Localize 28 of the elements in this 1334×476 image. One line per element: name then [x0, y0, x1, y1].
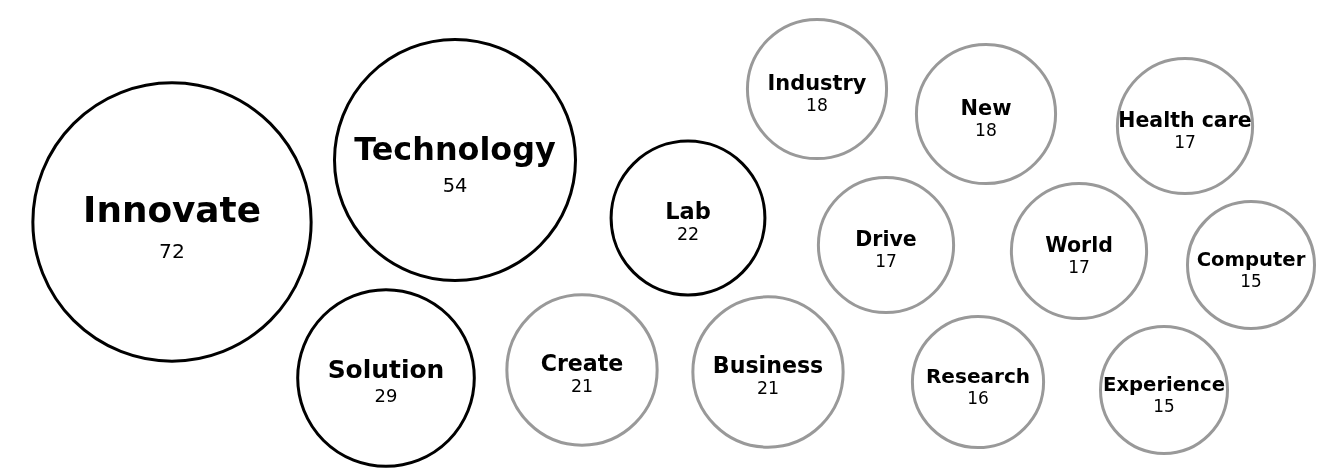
- category-label: Innovate: [83, 189, 261, 231]
- category-label: Create: [540, 350, 624, 377]
- category-label: Solution: [327, 355, 445, 385]
- data-label: 21: [756, 378, 780, 398]
- category-label: World: [1045, 232, 1113, 257]
- data-label: 18: [806, 95, 828, 115]
- category-label: Technology: [354, 130, 556, 169]
- data-label: 17: [1174, 132, 1196, 152]
- data-label: 21: [570, 376, 594, 396]
- category-label: New: [960, 95, 1012, 120]
- data-label: 18: [975, 120, 997, 140]
- category-label: Research: [925, 363, 1031, 388]
- category-label: Industry: [767, 70, 867, 95]
- category-label: Drive: [855, 226, 917, 251]
- data-label: 72: [159, 238, 185, 263]
- category-label: Computer: [1196, 247, 1306, 271]
- data-label: 16: [967, 388, 989, 408]
- data-label: 29: [374, 384, 398, 406]
- data-label: 22: [676, 224, 700, 244]
- category-label: Business: [712, 352, 824, 379]
- data-label: 54: [442, 173, 468, 197]
- data-label: 15: [1153, 396, 1175, 416]
- data-label: 17: [875, 251, 897, 271]
- category-label: Lab: [665, 197, 711, 224]
- data-label: 15: [1240, 271, 1262, 291]
- category-label: Experience: [1103, 372, 1225, 396]
- data-label: 17: [1068, 257, 1090, 277]
- category-label: Health care: [1118, 107, 1252, 132]
